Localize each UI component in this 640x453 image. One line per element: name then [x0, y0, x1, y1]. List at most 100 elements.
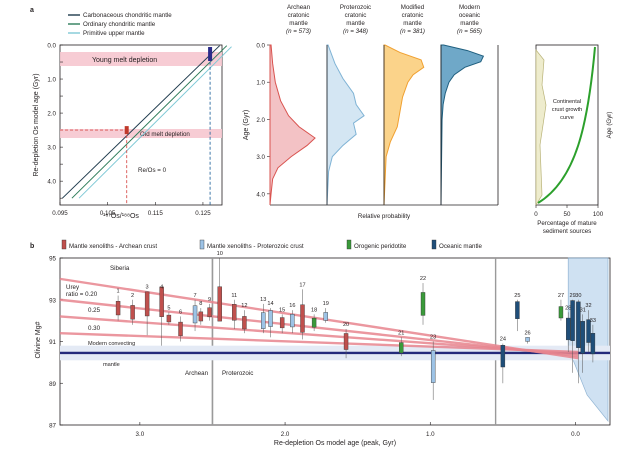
- sample-number: 12: [241, 303, 247, 309]
- density-n: (n = 573): [286, 28, 311, 35]
- x-tick-label-a: 0.115: [148, 210, 164, 217]
- sample-number: 5: [167, 305, 170, 311]
- sample-box: [217, 286, 222, 322]
- sample-box: [242, 316, 247, 330]
- carbonaceous-line: [62, 45, 220, 199]
- growth-y-label: Age (Gyr): [606, 112, 613, 139]
- urey-label: ratio = 0.20: [66, 291, 98, 298]
- density-profile: [326, 44, 365, 206]
- density-y-tick-label: 0.0: [256, 43, 265, 50]
- urey-label: 0.25: [88, 307, 101, 314]
- sample-box: [144, 291, 150, 317]
- sample-number: 32: [585, 303, 591, 309]
- sample-box: [300, 304, 305, 333]
- density-y-tick-label: 1.0: [256, 80, 265, 87]
- legend-swatch-b: [61, 239, 67, 250]
- x-tick-label-b: 3.0: [136, 431, 145, 438]
- density-y-tick-label: 4.0: [256, 191, 265, 198]
- growth-x-label: Percentage of mature: [537, 220, 597, 227]
- reos-label: Re/Os = 0: [138, 167, 167, 174]
- y-tick-label-a: 0.0: [47, 43, 56, 50]
- sample-box: [558, 306, 564, 319]
- x-tick-label-b: 1.0: [426, 431, 435, 438]
- young-marker: [208, 47, 213, 61]
- sample-number: 24: [500, 337, 506, 343]
- sample-number: 8: [199, 301, 202, 307]
- density-y-tick-label: 2.0: [256, 117, 265, 124]
- growth-x-tick-label: 0: [534, 211, 538, 218]
- sample-box: [343, 333, 349, 350]
- sample-number: 1: [117, 289, 120, 295]
- growth-label: crust growth: [552, 107, 582, 113]
- siberia-label: Siberia: [110, 265, 130, 272]
- y-tick-label-a: 2.0: [47, 111, 56, 118]
- legend-label-b: Mantle xenoliths - Proterozoic crust: [207, 243, 304, 250]
- sample-box: [590, 333, 596, 355]
- sample-box: [580, 321, 585, 354]
- sample-number: 20: [343, 322, 349, 328]
- density-x-label: Relative probability: [358, 213, 411, 220]
- sample-number: 2: [131, 293, 134, 299]
- density-title: mantle: [346, 20, 365, 27]
- density-title: Modified: [401, 4, 425, 11]
- sample-box: [166, 314, 172, 323]
- urey-label: 0.30: [88, 325, 101, 332]
- sample-box: [268, 310, 273, 327]
- sediment-histogram: [535, 49, 547, 207]
- sample-number: 17: [299, 282, 305, 288]
- x-tick-label-a: 0.125: [195, 210, 211, 217]
- density-title: cratonic: [402, 12, 424, 19]
- sample-number: 16: [289, 303, 295, 309]
- sample-number: 30: [575, 293, 581, 299]
- growth-x-tick-label: 100: [593, 211, 604, 218]
- legend-swatch-b: [431, 239, 437, 250]
- urey-line: [59, 331, 579, 354]
- sample-box: [159, 286, 164, 317]
- legend-label-a: Ordinary chondritic mantle: [83, 21, 156, 28]
- density-title: Archean: [287, 4, 311, 11]
- sample-number: 7: [193, 293, 196, 299]
- x-tick-label-a: 0.095: [52, 210, 68, 217]
- growth-x-label: sediment sources: [543, 228, 592, 235]
- density-title: Modern: [459, 4, 481, 11]
- x-tick-label-a: 0.105: [100, 210, 116, 217]
- y-tick-label-b: 87: [49, 423, 56, 430]
- sample-number: 29: [569, 293, 575, 299]
- sample-number: 15: [279, 307, 285, 313]
- sample-number: 14: [267, 301, 273, 307]
- sample-box: [430, 350, 436, 383]
- sample-box: [232, 304, 237, 321]
- density-y-tick-label: 3.0: [256, 154, 265, 161]
- density-profile: [383, 44, 425, 206]
- legend-label-a: Carbonaceous chondritic mantle: [83, 12, 172, 19]
- density-title: mantle: [460, 20, 479, 27]
- y-tick-label-b: 93: [49, 297, 56, 304]
- sample-number: 22: [420, 276, 426, 282]
- sample-box: [192, 305, 198, 324]
- sample-box: [290, 314, 295, 328]
- y-tick-label-b: 89: [49, 381, 56, 388]
- density-title: cratonic: [345, 12, 367, 19]
- growth-label: Continental: [553, 99, 581, 105]
- sample-box: [515, 301, 520, 319]
- sample-box: [311, 317, 317, 328]
- convecting-label: mantle: [103, 362, 120, 368]
- density-title: mantle: [289, 20, 308, 27]
- urey-label: Urey: [66, 284, 80, 291]
- x-axis-label-a: ¹⁸⁷Os/¹⁸⁸Os: [103, 213, 139, 220]
- crust-growth-curve: [537, 46, 596, 204]
- sample-number: 3: [146, 284, 149, 290]
- density-title: Proterozoic: [340, 4, 371, 11]
- sample-box: [130, 305, 135, 320]
- sample-box: [207, 307, 212, 318]
- growth-x-tick-label: 50: [564, 211, 571, 218]
- sample-number: 10: [217, 251, 223, 257]
- density-n: (n = 348): [343, 28, 368, 35]
- old-melt-band: [60, 129, 222, 138]
- sample-box: [323, 312, 328, 321]
- sample-box: [198, 311, 204, 322]
- sample-box: [279, 317, 285, 329]
- growth-label: curve: [560, 115, 574, 121]
- y-tick-label-b: 91: [49, 339, 56, 346]
- sample-number: 23: [430, 335, 436, 341]
